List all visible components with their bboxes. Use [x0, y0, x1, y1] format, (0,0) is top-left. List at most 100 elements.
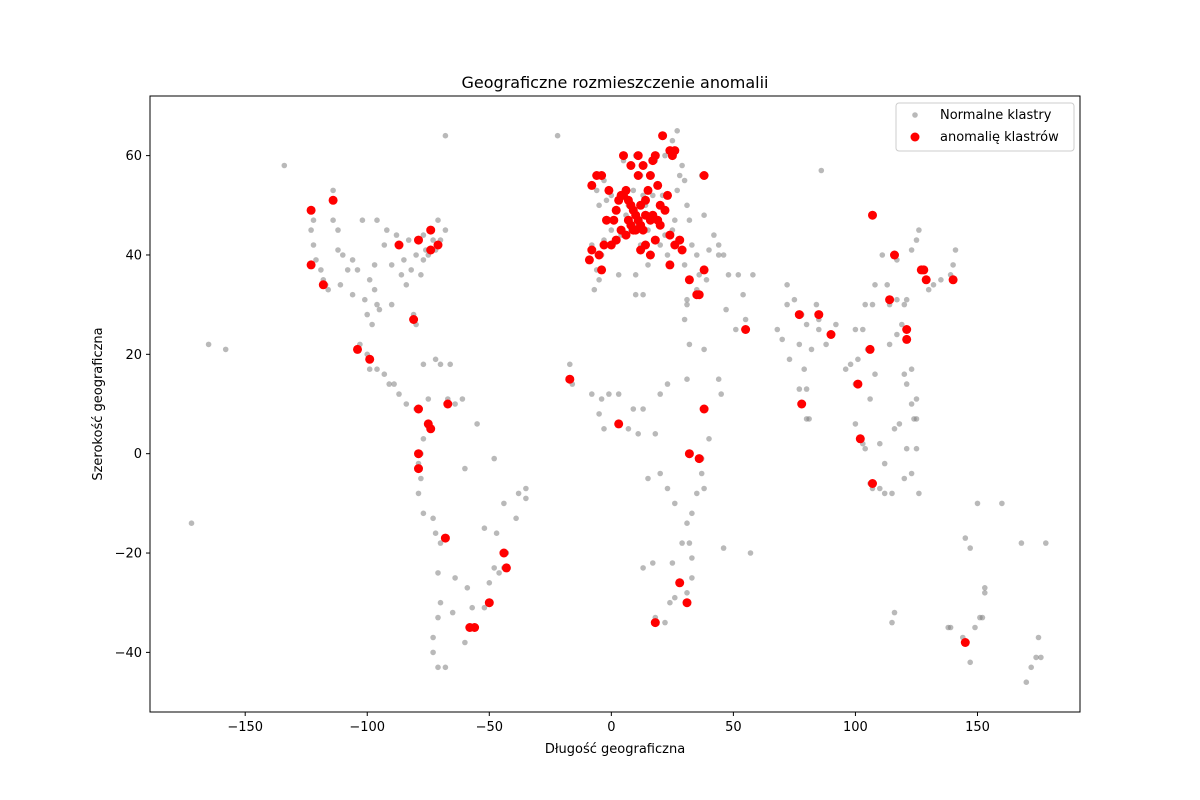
anomaly-point [587, 245, 597, 255]
normal-point [667, 599, 673, 606]
anomaly-point [443, 399, 453, 409]
anomaly-point [594, 250, 604, 260]
normal-point [706, 436, 712, 442]
anomaly-point [865, 344, 875, 354]
x-tick-label: 100 [843, 720, 868, 735]
normal-point [694, 252, 700, 258]
normal-point [1035, 634, 1042, 641]
normal-point [371, 262, 378, 268]
normal-point [899, 321, 905, 328]
normal-point [650, 560, 656, 566]
anomaly-point [628, 225, 638, 235]
normal-point [640, 565, 646, 571]
normal-point [950, 262, 956, 268]
normal-point [747, 550, 754, 556]
anomaly-point [621, 185, 631, 195]
normal-point [694, 490, 700, 497]
normal-point [462, 465, 468, 472]
normal-point [877, 440, 883, 447]
legend-box [895, 102, 1075, 152]
normal-point [672, 500, 678, 507]
normal-point [681, 177, 688, 184]
plot-frame [149, 95, 1081, 713]
normal-point [720, 252, 727, 258]
normal-point [689, 510, 695, 517]
normal-point [982, 585, 988, 591]
anomaly-point [670, 146, 680, 156]
anomaly-point [414, 449, 423, 459]
legend: Normalne klastry anomalię klastrów [895, 102, 1075, 152]
anomaly-point [414, 235, 423, 245]
normal-point [388, 301, 395, 308]
normal-point [408, 267, 415, 273]
normal-point [420, 257, 427, 263]
anomaly-point [960, 638, 970, 647]
anomaly-point [587, 180, 597, 190]
anomaly-point [868, 479, 877, 488]
anomaly-point [853, 379, 863, 389]
normal-point [701, 485, 707, 492]
normal-point [791, 296, 798, 303]
anomaly-point [794, 310, 804, 320]
normal-point [430, 649, 436, 656]
anomaly-point [619, 151, 628, 161]
x-tick-label: 0 [607, 720, 615, 735]
normal-point [974, 500, 981, 507]
anomaly-point [604, 185, 614, 195]
anomaly-point [433, 240, 443, 250]
normal-point [615, 391, 622, 397]
normal-point [720, 545, 727, 551]
anomaly-point [365, 354, 375, 364]
anomaly-point [677, 245, 687, 255]
anomaly-point [660, 205, 670, 215]
normal-point [808, 346, 815, 353]
normal-point [513, 515, 519, 522]
anomaly-point [623, 215, 633, 225]
normal-point [869, 301, 876, 308]
normal-point [374, 217, 380, 223]
normal-point [464, 585, 471, 591]
anomaly-point [440, 533, 450, 543]
anomaly-point [741, 325, 751, 334]
normal-point [420, 436, 427, 442]
normal-point [496, 570, 502, 576]
normal-point [330, 187, 336, 194]
anomaly-point [814, 310, 824, 320]
normal-point [554, 132, 561, 139]
normal-point [833, 321, 839, 328]
normal-point [801, 366, 807, 373]
normal-point [359, 217, 366, 223]
anomaly-point [902, 325, 912, 334]
normal-point [523, 485, 529, 492]
normal-point [384, 227, 390, 233]
normal-point [374, 366, 380, 373]
normal-point [684, 590, 690, 596]
normal-point [589, 391, 595, 397]
anomaly-point [653, 180, 663, 190]
normal-point [344, 267, 351, 273]
normal-point [684, 296, 690, 303]
normal-point [418, 475, 424, 482]
normal-point [657, 242, 663, 248]
normal-point [1038, 654, 1044, 661]
normal-point [967, 659, 973, 666]
normal-point [374, 301, 380, 308]
normal-point [420, 510, 427, 517]
anomaly-point [919, 265, 929, 275]
normal-point [420, 361, 427, 368]
y-tick-label: 0 [134, 447, 142, 462]
normal-point [601, 426, 607, 432]
normal-point [842, 366, 849, 373]
anomaly-point [650, 235, 660, 245]
normal-point [872, 282, 878, 288]
normal-point [947, 624, 954, 631]
normal-point [493, 530, 500, 536]
normal-point [481, 525, 488, 531]
x-tick-label: 150 [965, 720, 990, 735]
normal-point [715, 252, 722, 258]
normal-point [816, 326, 822, 333]
normal-point [652, 431, 659, 437]
normal-point [701, 346, 707, 353]
x-axis-label: Długość geograficzna [545, 742, 685, 757]
normal-point [630, 187, 637, 194]
